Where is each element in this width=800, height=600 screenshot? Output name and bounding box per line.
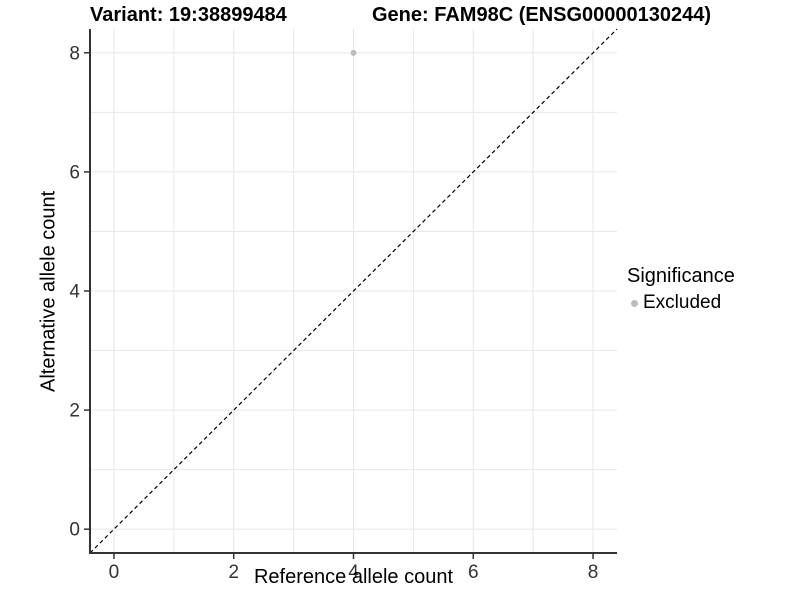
- plot-title-variant: Variant: 19:38899484: [90, 4, 287, 26]
- legend-item-excluded: Excluded: [627, 292, 735, 314]
- x-axis-title: Reference allele count: [253, 566, 453, 588]
- y-tick-label: 4: [69, 282, 80, 303]
- x-tick-label: 6: [468, 562, 479, 583]
- legend-item-label: Excluded: [643, 292, 722, 313]
- x-tick-label: 0: [109, 562, 120, 583]
- data-point-excluded: [350, 49, 357, 56]
- y-tick-label: 8: [69, 43, 80, 64]
- x-tick-label: 2: [228, 562, 239, 583]
- x-tick-label: 8: [588, 562, 599, 583]
- legend-title: Significance: [627, 265, 735, 287]
- identity-dashed-line: [89, 28, 618, 554]
- legend-point-icon: [631, 299, 638, 307]
- y-tick-label: 0: [69, 520, 80, 541]
- plot-title-gene: Gene: FAM98C (ENSG00000130244): [372, 4, 712, 26]
- y-tick-label: 2: [69, 401, 80, 422]
- x-tick-label: 4: [348, 562, 359, 583]
- y-tick-label: 6: [69, 162, 80, 183]
- legend: Significance Excluded: [627, 265, 735, 314]
